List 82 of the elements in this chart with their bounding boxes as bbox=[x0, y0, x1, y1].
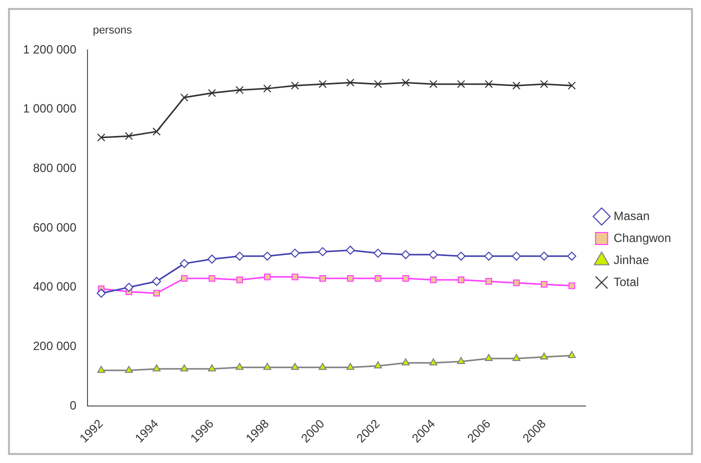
point bbox=[264, 274, 271, 280]
legend-label: Masan bbox=[614, 208, 650, 223]
point bbox=[180, 259, 189, 268]
point bbox=[208, 88, 216, 98]
point bbox=[346, 246, 355, 255]
point bbox=[291, 362, 299, 370]
point bbox=[568, 82, 576, 90]
point bbox=[152, 128, 161, 136]
point bbox=[540, 252, 549, 261]
point bbox=[567, 252, 576, 261]
point bbox=[401, 250, 410, 260]
point bbox=[374, 361, 382, 368]
point bbox=[318, 247, 328, 256]
point bbox=[207, 254, 216, 264]
point bbox=[429, 80, 438, 88]
point bbox=[512, 354, 520, 361]
y-axis-title: persons bbox=[92, 24, 132, 37]
point bbox=[290, 82, 300, 90]
point bbox=[484, 252, 494, 261]
point bbox=[429, 358, 438, 366]
point bbox=[292, 274, 298, 280]
point bbox=[402, 275, 410, 282]
point bbox=[180, 275, 188, 282]
point bbox=[346, 78, 354, 87]
point bbox=[568, 282, 576, 290]
point bbox=[124, 282, 134, 292]
point bbox=[402, 358, 410, 366]
point bbox=[262, 252, 272, 261]
point bbox=[180, 93, 188, 102]
point bbox=[402, 78, 410, 87]
point bbox=[568, 351, 576, 358]
point bbox=[152, 276, 162, 286]
y-tick-label: 800 000 bbox=[32, 160, 77, 175]
point bbox=[484, 80, 493, 88]
point bbox=[430, 276, 437, 284]
point bbox=[484, 354, 493, 361]
y-tick-label: 1 200 000 bbox=[22, 42, 77, 56]
y-tick-label: 400 000 bbox=[32, 280, 77, 294]
point bbox=[540, 80, 548, 88]
y-tick-label: 600 000 bbox=[32, 220, 77, 234]
point bbox=[290, 248, 300, 258]
point bbox=[97, 366, 106, 373]
point bbox=[318, 80, 327, 88]
point bbox=[153, 290, 160, 297]
point bbox=[236, 362, 244, 370]
point bbox=[374, 275, 382, 282]
point bbox=[319, 275, 326, 282]
point bbox=[236, 276, 243, 284]
legend-label: Changwon bbox=[614, 230, 671, 245]
point bbox=[374, 80, 382, 88]
point bbox=[512, 82, 520, 90]
point bbox=[512, 252, 521, 261]
point bbox=[97, 133, 106, 142]
point bbox=[457, 356, 466, 364]
point bbox=[96, 288, 106, 298]
point bbox=[152, 364, 161, 372]
point bbox=[374, 248, 383, 258]
point bbox=[180, 364, 188, 372]
point bbox=[318, 362, 327, 370]
point bbox=[236, 86, 244, 94]
y-tick-label: 1 000 000 bbox=[22, 102, 77, 116]
point bbox=[457, 80, 466, 88]
point bbox=[513, 280, 520, 286]
point bbox=[456, 252, 466, 261]
point bbox=[235, 252, 244, 261]
point bbox=[485, 278, 492, 285]
point bbox=[540, 281, 548, 288]
point bbox=[347, 275, 354, 282]
point bbox=[458, 276, 464, 284]
y-tick-label: 200 000 bbox=[32, 338, 77, 353]
y-tick-label: 0 bbox=[70, 398, 77, 412]
point bbox=[124, 366, 133, 373]
legend-label: Total bbox=[614, 274, 639, 289]
point bbox=[540, 352, 548, 360]
point bbox=[346, 362, 354, 370]
point bbox=[263, 362, 272, 370]
point bbox=[208, 364, 216, 372]
point bbox=[124, 132, 133, 140]
legend-label: Jinhae bbox=[614, 252, 650, 267]
point bbox=[208, 275, 216, 282]
point bbox=[428, 250, 438, 260]
point bbox=[263, 84, 272, 93]
